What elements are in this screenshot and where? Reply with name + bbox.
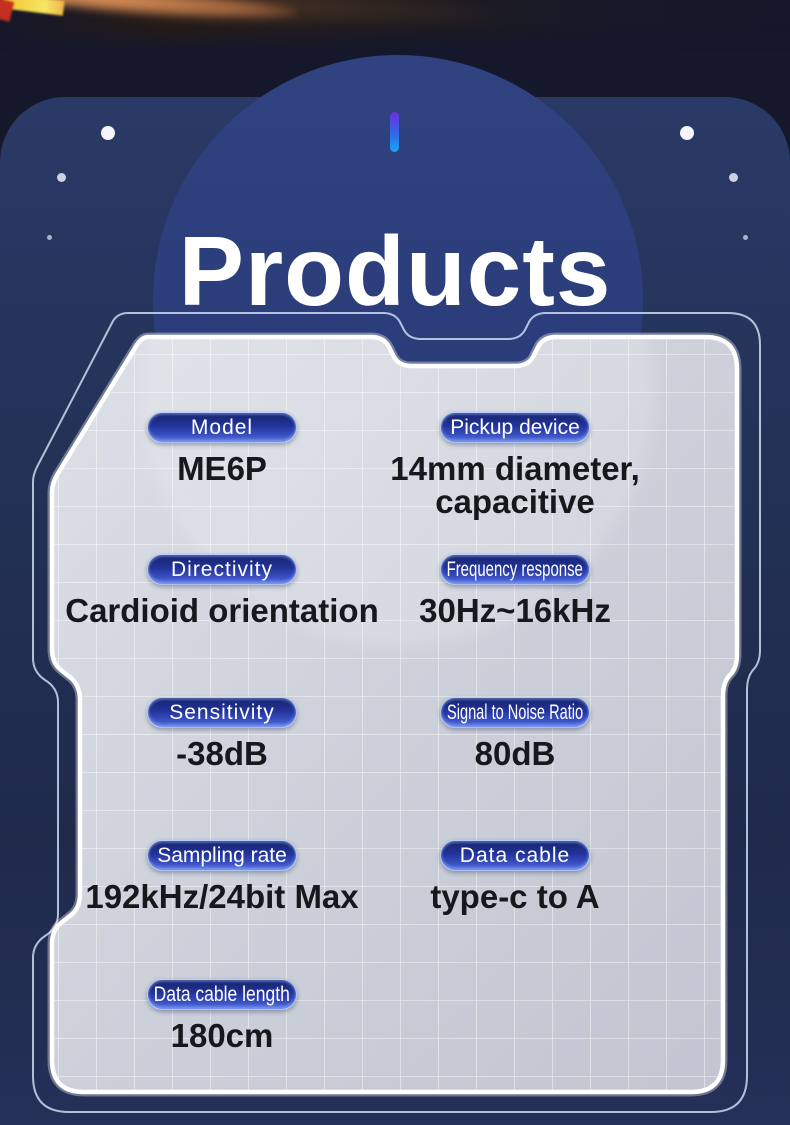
star-icon	[101, 126, 115, 140]
spec-pill-label: Signal to Noise Ratio	[446, 701, 584, 724]
spec-pill: Directivity	[147, 554, 297, 585]
spec-pill: Data cable	[440, 840, 590, 871]
spec-value: 80dB	[474, 735, 556, 772]
star-icon	[729, 173, 738, 182]
spec-pill-label: Frequency response	[446, 558, 584, 581]
spec-pill-label: Data cable length	[153, 983, 291, 1006]
photo-strip	[0, 0, 790, 52]
star-icon	[47, 235, 52, 240]
star-icon	[680, 126, 694, 140]
spec-cell: Pickup device 14mm diameter, capacitive	[365, 412, 665, 518]
star-icon	[57, 173, 66, 182]
spec-pill: Signal to Noise Ratio	[440, 697, 590, 728]
spec-pill: Sensitivity	[147, 697, 297, 728]
spec-cell: Model ME6P	[57, 412, 387, 485]
spec-value: ME6P	[177, 450, 267, 487]
page-title: Products	[178, 215, 612, 326]
spec-value: Cardioid orientation	[65, 592, 379, 629]
spec-cell: Sensitivity -38dB	[57, 697, 387, 770]
spec-cell: Data cable type-c to A	[365, 840, 665, 913]
accent-tick-icon	[390, 112, 399, 152]
spec-cell: Directivity Cardioid orientation	[57, 554, 387, 627]
spec-pill: Pickup device	[440, 412, 590, 443]
spec-cell: Frequency response 30Hz~16kHz	[365, 554, 665, 627]
spec-pill: Sampling rate	[147, 840, 297, 871]
star-icon	[743, 235, 748, 240]
spec-value: -38dB	[176, 735, 268, 772]
spec-cell: Data cable length 180cm	[57, 979, 387, 1052]
panel-outer-outline	[32, 312, 761, 1113]
spec-pill-label: Pickup device	[450, 416, 580, 439]
spec-pill: Model	[147, 412, 297, 443]
spec-pill-label: Data cable	[459, 844, 571, 867]
spec-pill-label: Sensitivity	[169, 701, 275, 724]
spec-pill-label: Sampling rate	[157, 844, 287, 867]
spec-value: 192kHz/24bit Max	[85, 878, 359, 915]
spec-cell: Sampling rate 192kHz/24bit Max	[57, 840, 387, 913]
spec-value: 30Hz~16kHz	[419, 592, 611, 629]
spec-pill-label: Directivity	[170, 558, 273, 581]
spec-cell: Signal to Noise Ratio 80dB	[365, 697, 665, 770]
spec-pill: Data cable length	[147, 979, 297, 1010]
spec-value: 180cm	[170, 1017, 274, 1054]
spec-pill-label: Model	[190, 416, 254, 439]
spec-value: type-c to A	[430, 878, 600, 915]
spec-value: 14mm diameter, capacitive	[390, 450, 640, 520]
spec-pill: Frequency response	[440, 554, 590, 585]
